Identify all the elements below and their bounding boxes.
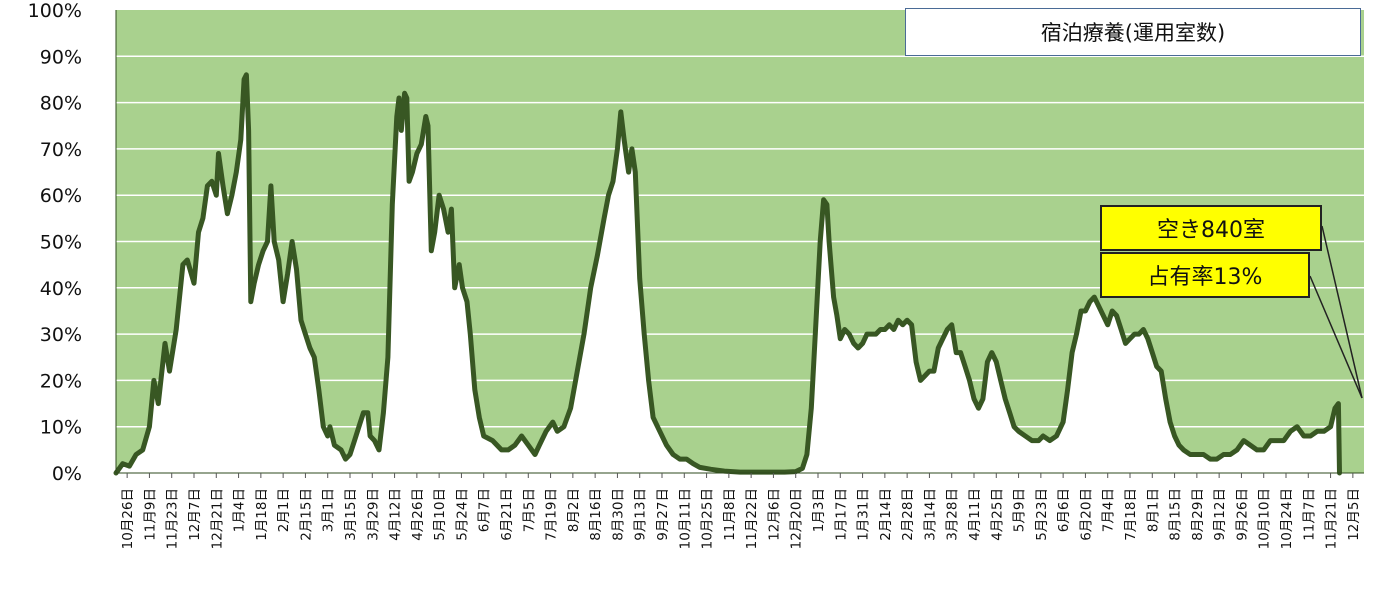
x-tick-label: 9月26日 xyxy=(1234,488,1250,541)
x-tick-label: 7月19日 xyxy=(544,488,560,541)
x-tick-label: 8月16日 xyxy=(588,488,604,541)
x-tick-label: 2月15日 xyxy=(298,488,314,541)
x-tick-label: 10月11日 xyxy=(677,488,693,549)
x-tick-label: 11月7日 xyxy=(1301,488,1317,541)
x-tick-label: 8月30日 xyxy=(610,488,626,541)
y-tick-label: 90% xyxy=(40,46,82,68)
y-tick-label: 30% xyxy=(40,324,82,346)
x-tick-label: 8月29日 xyxy=(1190,488,1206,541)
x-tick-label: 7月5日 xyxy=(521,488,537,532)
y-tick-label: 10% xyxy=(40,417,82,439)
x-tick-label: 8月2日 xyxy=(566,488,582,532)
x-tick-label: 6月21日 xyxy=(499,488,515,541)
x-tick-label: 1月31日 xyxy=(856,488,872,541)
x-tick-label: 5月10日 xyxy=(432,488,448,541)
chart-title: 宿泊療養(運用室数) xyxy=(905,8,1361,56)
vacant-rooms-callout: 空き840室 xyxy=(1100,205,1322,251)
y-tick-label: 20% xyxy=(40,370,82,392)
x-tick-label: 4月26日 xyxy=(410,488,426,541)
x-tick-label: 12月20日 xyxy=(789,488,805,549)
x-tick-label: 1月17日 xyxy=(833,488,849,541)
x-tick-label: 5月9日 xyxy=(1012,488,1028,532)
x-tick-label: 12月6日 xyxy=(766,488,782,541)
x-tick-label: 11月23日 xyxy=(165,488,181,549)
x-tick-label: 9月12日 xyxy=(1212,488,1228,541)
x-tick-label: 7月18日 xyxy=(1123,488,1139,541)
x-tick-label: 9月13日 xyxy=(633,488,649,541)
x-tick-label: 3月28日 xyxy=(945,488,961,541)
x-tick-label: 1月3日 xyxy=(811,488,827,532)
x-tick-label: 12月7日 xyxy=(187,488,203,541)
x-tick-label: 11月8日 xyxy=(722,488,738,541)
occupancy-area-fill xyxy=(116,74,1340,474)
x-tick-label: 10月24日 xyxy=(1279,488,1295,549)
x-tick-label: 10月25日 xyxy=(700,488,716,549)
x-tick-label: 3月15日 xyxy=(343,488,359,541)
x-tick-label: 12月5日 xyxy=(1346,488,1362,541)
x-tick-label: 7月4日 xyxy=(1101,488,1117,532)
x-tick-label: 6月6日 xyxy=(1056,488,1072,532)
x-tick-label: 3月29日 xyxy=(365,488,381,541)
x-tick-label: 2月1日 xyxy=(276,488,292,532)
x-tick-label: 5月24日 xyxy=(454,488,470,541)
x-tick-label: 3月1日 xyxy=(321,488,337,532)
x-tick-label: 10月26日 xyxy=(120,488,136,549)
x-axis-ticks: 10月26日 11月9日 11月23日 12月7日 12月21日 1月4日 1月18日 2月1… xyxy=(120,473,1362,549)
y-tick-label: 0% xyxy=(52,463,82,485)
callout-leader-vacant xyxy=(1321,225,1363,399)
y-tick-label: 100% xyxy=(28,0,82,22)
x-tick-label: 12月21日 xyxy=(209,488,225,549)
y-tick-label: 40% xyxy=(40,278,82,300)
x-tick-label: 10月10日 xyxy=(1257,488,1273,549)
x-tick-label: 4月11日 xyxy=(967,488,983,541)
y-tick-label: 70% xyxy=(40,139,82,161)
x-tick-label: 2月14日 xyxy=(878,488,894,541)
occupancy-series-line xyxy=(113,72,1342,476)
x-tick-label: 11月9日 xyxy=(142,488,158,541)
x-tick-label: 11月21日 xyxy=(1324,488,1340,549)
callout-leader-rate xyxy=(1309,275,1363,399)
occupancy-rate-callout: 占有率13% xyxy=(1100,252,1310,298)
x-tick-label: 4月25日 xyxy=(989,488,1005,541)
x-tick-label: 4月12日 xyxy=(388,488,404,541)
x-tick-label: 6月7日 xyxy=(477,488,493,532)
x-tick-label: 9月27日 xyxy=(655,488,671,541)
y-axis-ticks: 0% 10% 20% 30% 40% 50% 60% 70% 80% 90% 100% xyxy=(28,0,82,485)
x-tick-label: 11月22日 xyxy=(744,488,760,549)
y-tick-label: 50% xyxy=(40,232,82,254)
x-tick-label: 2月28日 xyxy=(900,488,916,541)
x-tick-label: 1月4日 xyxy=(232,488,248,532)
y-tick-label: 80% xyxy=(40,93,82,115)
x-tick-label: 3月14日 xyxy=(922,488,938,541)
y-tick-label: 60% xyxy=(40,185,82,207)
x-tick-label: 8月15日 xyxy=(1168,488,1184,541)
x-tick-label: 8月1日 xyxy=(1145,488,1161,532)
x-tick-label: 1月18日 xyxy=(254,488,270,541)
x-tick-label: 6月20日 xyxy=(1078,488,1094,541)
x-tick-label: 5月23日 xyxy=(1034,488,1050,541)
